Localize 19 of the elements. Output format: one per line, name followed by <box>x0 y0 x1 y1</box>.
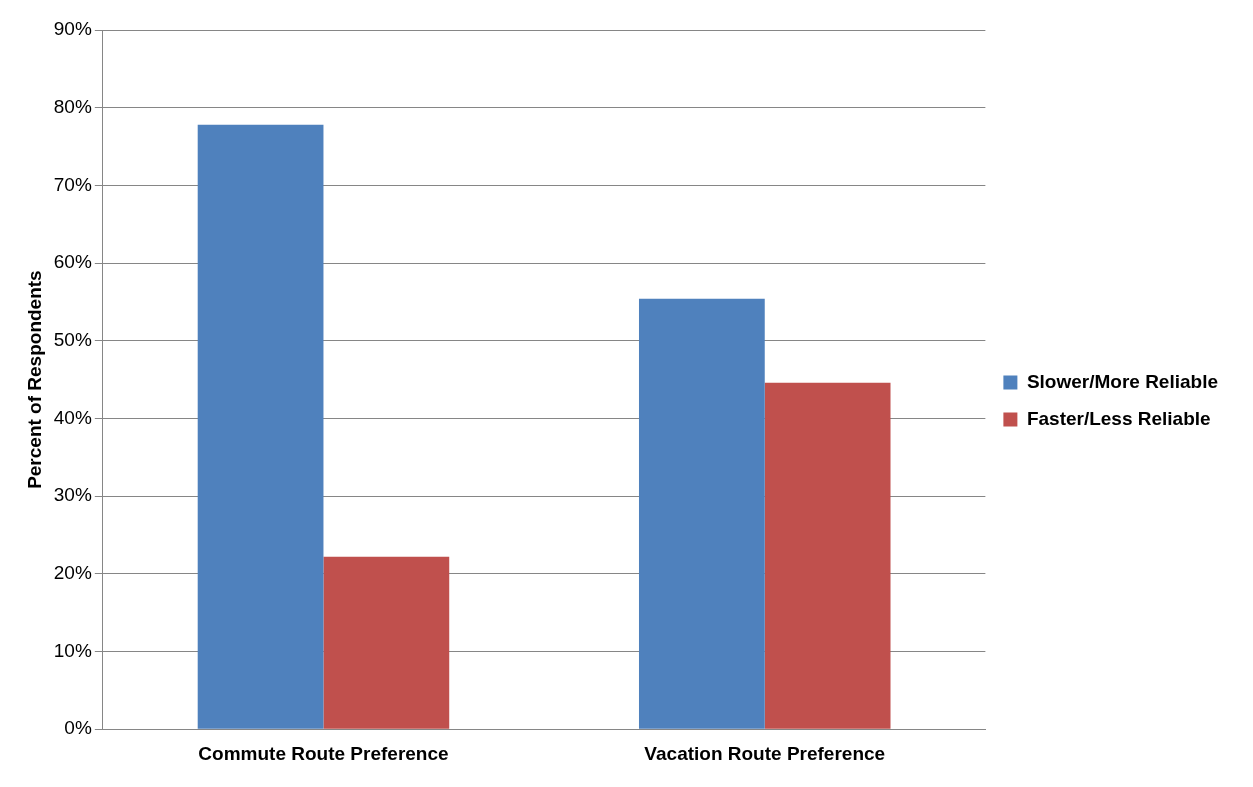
y-tick-label: 30% <box>53 484 92 506</box>
y-tick-label: 40% <box>53 406 92 428</box>
x-tick-label: Commute Route Preference <box>198 742 449 764</box>
bar <box>323 556 450 729</box>
y-tick-label: 60% <box>53 251 92 273</box>
bar <box>764 382 891 729</box>
y-tick-label: 20% <box>53 562 92 584</box>
y-tick-label: 0% <box>64 717 92 739</box>
bar <box>197 124 324 729</box>
legend-label: Faster/Less Reliable <box>1026 407 1211 429</box>
y-tick-label: 10% <box>53 639 92 661</box>
x-tick-label: Vacation Route Preference <box>644 742 886 764</box>
legend-label: Slower/More Reliable <box>1026 370 1219 392</box>
y-tick-label: 80% <box>53 95 92 117</box>
y-tick-label: 50% <box>53 328 92 350</box>
y-tick-label: 70% <box>53 173 92 195</box>
y-axis-title: Percent of Respondents <box>23 270 45 489</box>
bar <box>638 298 765 729</box>
y-tick-label: 90% <box>53 18 92 40</box>
